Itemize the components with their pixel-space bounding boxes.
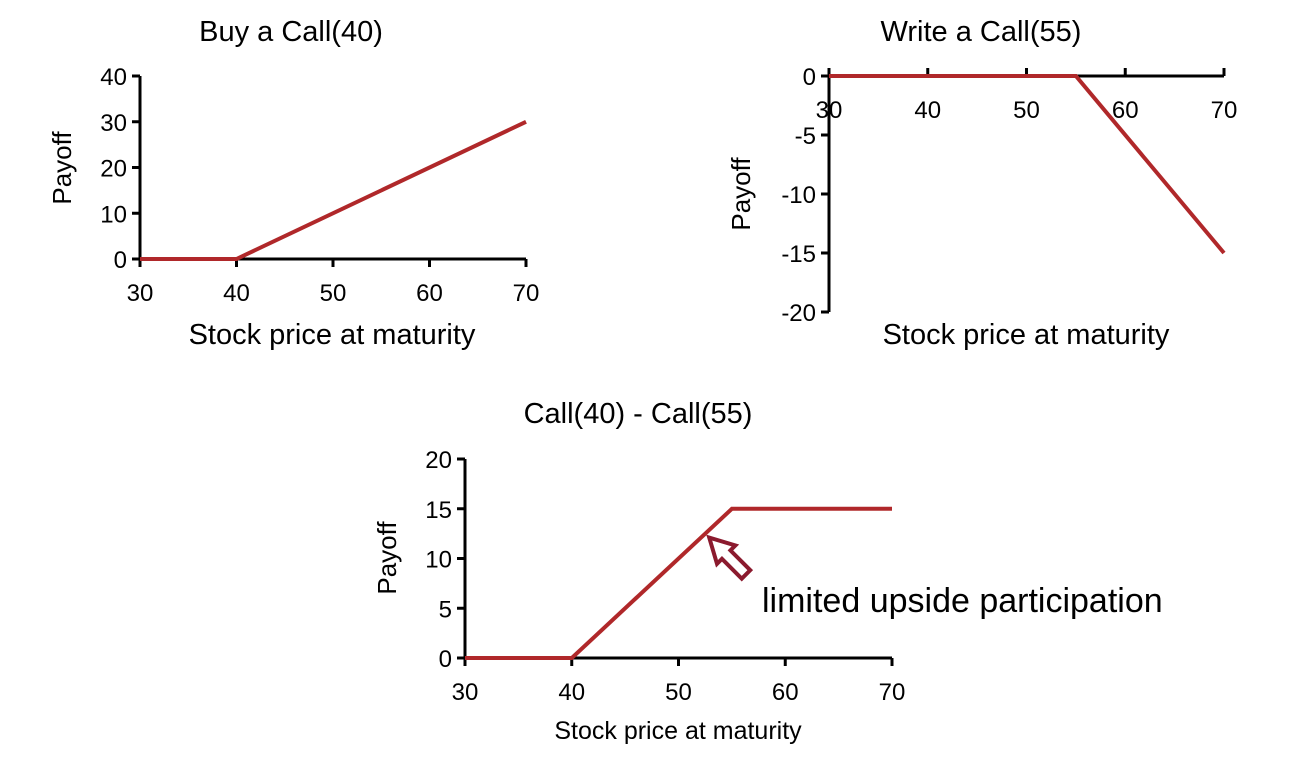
- chart-buy-call-40: Buy a Call(40) Stock price at maturity P…: [47, 16, 539, 351]
- y-axis-label: Payoff: [372, 521, 402, 595]
- x-axis-label: Stock price at maturity: [189, 319, 476, 351]
- annotation-text: limited upside participation: [762, 582, 1163, 620]
- x-tick-label: 60: [772, 679, 799, 706]
- x-tick-label: 30: [452, 679, 479, 706]
- x-tick-label: 70: [879, 679, 906, 706]
- y-tick-label: 10: [425, 547, 452, 574]
- y-tick-label: 20: [425, 447, 452, 474]
- x-axis-label: Stock price at maturity: [883, 319, 1170, 351]
- y-tick-label: -20: [781, 300, 816, 327]
- y-tick-label: -10: [781, 182, 816, 209]
- x-axis-label: Stock price at maturity: [554, 717, 802, 745]
- payoff-line: [140, 119, 527, 261]
- payoff-line: [465, 506, 892, 660]
- payoff-line: [829, 74, 1226, 255]
- y-tick-label: 0: [439, 646, 452, 673]
- y-tick-label: 0: [114, 247, 127, 274]
- y-tick-label: 5: [439, 596, 452, 623]
- chart-title: Call(40) - Call(55): [524, 398, 753, 430]
- x-tick-label: 30: [816, 97, 843, 124]
- x-tick-label: 60: [416, 280, 443, 307]
- y-tick-label: 30: [100, 110, 127, 137]
- y-axis-label: Payoff: [47, 131, 77, 205]
- x-tick-label: 50: [665, 679, 692, 706]
- x-tick-label: 70: [1211, 97, 1238, 124]
- x-tick-label: 30: [127, 280, 154, 307]
- y-tick-label: 20: [100, 156, 127, 183]
- annotation-arrow-icon: [706, 534, 754, 582]
- y-tick-label: 40: [100, 64, 127, 91]
- y-tick-label: 10: [100, 201, 127, 228]
- chart-title: Buy a Call(40): [199, 16, 383, 48]
- y-tick-label: -15: [781, 241, 816, 268]
- y-tick-label: 0: [803, 64, 816, 91]
- x-tick-label: 40: [558, 679, 585, 706]
- y-tick-label: -5: [795, 123, 816, 150]
- chart-title: Write a Call(55): [881, 16, 1082, 48]
- y-tick-label: 15: [425, 497, 452, 524]
- chart-write-call-55: Write a Call(55) Stock price at maturity…: [726, 16, 1237, 351]
- y-axis-label: Payoff: [726, 157, 756, 231]
- x-tick-label: 40: [914, 97, 941, 124]
- x-tick-label: 40: [223, 280, 250, 307]
- x-tick-label: 70: [513, 280, 540, 307]
- x-tick-label: 50: [1013, 97, 1040, 124]
- x-tick-label: 60: [1112, 97, 1139, 124]
- x-tick-label: 50: [320, 280, 347, 307]
- chart-call-spread: Call(40) - Call(55) Stock price at matur…: [372, 398, 1163, 745]
